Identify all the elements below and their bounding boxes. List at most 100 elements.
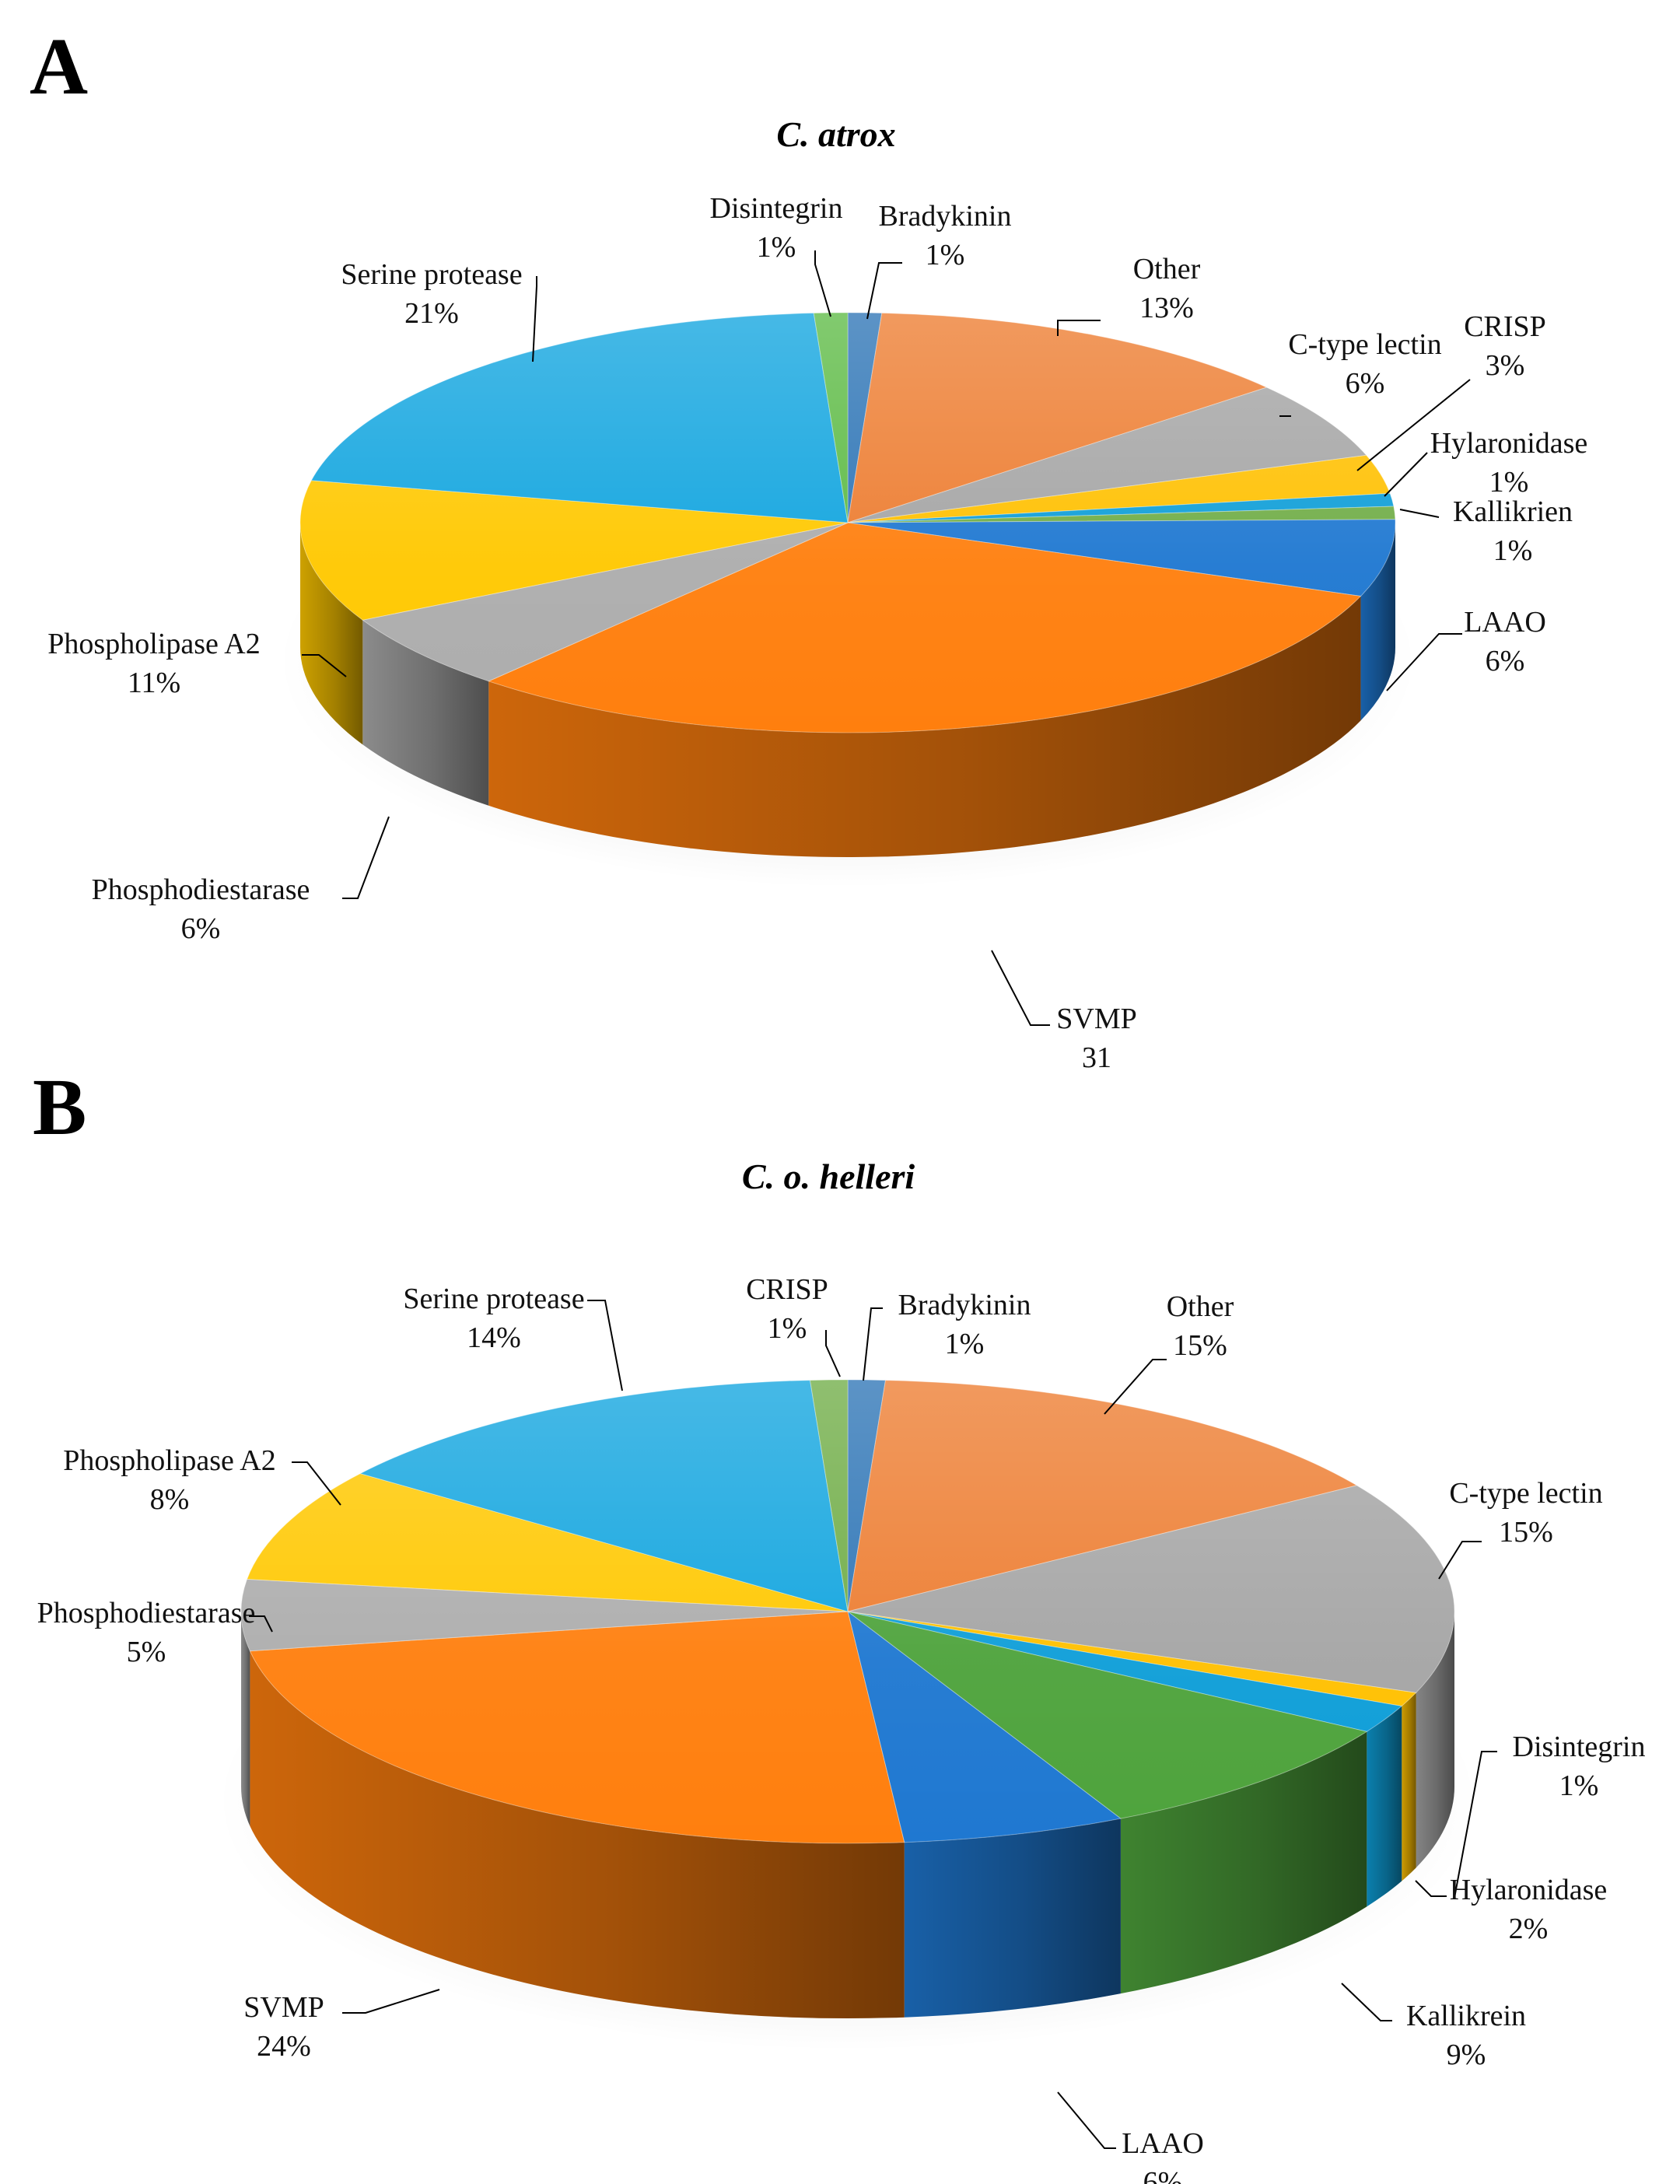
side-phospholipase-a2-shade <box>300 523 363 745</box>
leader-line-laao <box>1057 2091 1116 2149</box>
slice-label-other: Other <box>1133 253 1201 285</box>
slice-value-crisp: 1% <box>768 1312 807 1345</box>
slice-label-other: Other <box>1167 1290 1234 1323</box>
leader-line-hylaronidase <box>1415 1880 1447 1897</box>
side-phosphodiestarase-shade <box>362 620 489 806</box>
side-phosphodiestarase-shade <box>241 1612 250 1826</box>
slice-value-disintegrin: 1% <box>757 231 796 264</box>
slice-value-phospholipase-a2: 11% <box>128 667 180 699</box>
slice-label-svmp: SVMP <box>243 1991 324 2024</box>
slice-value-hylaronidase: 1% <box>1489 466 1529 499</box>
slice-value-c-type-lectin: 15% <box>1499 1516 1553 1549</box>
pie-side-walls <box>241 1612 1454 2019</box>
slice-value-svmp: 31 <box>1082 1041 1111 1074</box>
side-c-type-lectin-shade <box>1416 1612 1454 1868</box>
callout-phospholipase-a2: Phospholipase A2 11% <box>47 628 347 699</box>
slice-value-bradykinin: 1% <box>945 1328 985 1360</box>
slice-label-serine-protease: Serine protease <box>341 258 522 291</box>
callout-svmp: SVMP 24% <box>243 1989 440 2063</box>
slice-value-laao: 6% <box>1143 2166 1183 2184</box>
leader-line-serine-protease <box>587 1300 623 1391</box>
callout-crisp: CRISP 3% <box>1356 310 1546 471</box>
leader-line-hylaronidase <box>1384 452 1428 497</box>
slice-label-hylaronidase: Hylaronidase <box>1450 1874 1608 1906</box>
leader-line-kallikrien <box>1399 509 1440 518</box>
slice-value-phosphodiestarase: 6% <box>181 912 221 945</box>
slice-value-bradykinin: 1% <box>926 239 965 271</box>
slice-label-phospholipase-a2: Phospholipase A2 <box>63 1444 275 1477</box>
leader-line-phosphodiestarase <box>249 1615 273 1633</box>
side-disintegrin-shade <box>1402 1692 1416 1881</box>
leader-line-disintegrin <box>814 250 831 317</box>
slice-label-bradykinin: Bradykinin <box>879 200 1012 233</box>
slice-label-crisp: CRISP <box>1464 310 1546 343</box>
side-kallikrein-shade <box>1120 1731 1367 1994</box>
side-laao-shade <box>1360 523 1395 721</box>
callout-bradykinin: Bradykinin 1% <box>866 200 1012 320</box>
side-svmp-shade <box>250 1650 905 2019</box>
callout-crisp: CRISP 1% <box>746 1273 841 1377</box>
callout-hylaronidase: Hylaronidase 1% <box>1384 427 1587 499</box>
slice-label-kallikrien: Kallikrien <box>1453 495 1573 528</box>
slice-label-crisp: CRISP <box>746 1273 828 1306</box>
pie-top-shine <box>300 313 1395 733</box>
callout-laao: LAAO 6% <box>1057 2091 1204 2184</box>
leader-line-bradykinin <box>866 262 902 320</box>
callout-other: Other 15% <box>1104 1290 1234 1415</box>
side-laao-shade <box>904 1818 1121 2018</box>
callout-svmp: SVMP 31 <box>991 950 1137 1074</box>
slice-value-crisp: 3% <box>1486 349 1525 382</box>
leader-line-phospholipase-a2 <box>302 654 347 677</box>
slice-label-hylaronidase: Hylaronidase <box>1430 427 1588 460</box>
leader-line-svmp <box>342 1989 440 2014</box>
slice-label-laao: LAAO <box>1464 606 1546 639</box>
slice-label-phosphodiestarase: Phosphodiestarase <box>92 873 310 906</box>
slice-label-disintegrin: Disintegrin <box>710 192 843 225</box>
callout-kallikrien: Kallikrien 1% <box>1399 495 1573 567</box>
slice-label-c-type-lectin: C-type lectin <box>1288 328 1441 361</box>
pie-top-shine <box>241 1380 1454 1843</box>
pie-labels-b: Bradykinin 1% Other 15% C-type lectin 15% Disi… <box>37 1273 1646 2184</box>
slice-label-svmp: SVMP <box>1056 1003 1137 1035</box>
slice-value-laao: 6% <box>1486 645 1525 677</box>
leader-line-crisp <box>1356 379 1471 471</box>
leader-line-bradykinin <box>863 1307 883 1381</box>
side-hylaronidase-shade <box>1367 1706 1402 1907</box>
callout-phosphodiestarase: Phosphodiestarase 5% <box>37 1597 273 1668</box>
leader-line-kallikrein <box>1341 1983 1392 2021</box>
callout-c-type-lectin: C-type lectin 6% <box>1279 328 1442 417</box>
pie-top <box>240 1379 1455 1844</box>
callout-bradykinin: Bradykinin 1% <box>863 1289 1031 1381</box>
leader-line-phospholipase-a2 <box>292 1461 341 1506</box>
slice-label-disintegrin: Disintegrin <box>1513 1731 1646 1763</box>
leader-line-disintegrin <box>1454 1751 1497 1899</box>
slice-value-phospholipase-a2: 8% <box>150 1483 190 1516</box>
callout-disintegrin: Disintegrin 1% <box>1454 1731 1646 1899</box>
slice-label-bradykinin: Bradykinin <box>898 1289 1031 1321</box>
slice-value-c-type-lectin: 6% <box>1346 367 1385 400</box>
slice-value-serine-protease: 21% <box>404 297 459 330</box>
callout-disintegrin: Disintegrin 1% <box>710 192 843 317</box>
leader-line-crisp <box>825 1330 841 1377</box>
slice-label-kallikrein: Kallikrein <box>1406 2000 1526 2032</box>
slice-value-phosphodiestarase: 5% <box>127 1636 166 1668</box>
leader-line-laao <box>1386 633 1462 691</box>
callout-phosphodiestarase: Phosphodiestarase 6% <box>92 816 390 945</box>
slice-value-serine-protease: 14% <box>467 1321 521 1354</box>
callout-phospholipase-a2: Phospholipase A2 8% <box>63 1444 341 1516</box>
callout-c-type-lectin: C-type lectin 15% <box>1438 1477 1603 1580</box>
slice-label-phosphodiestarase: Phosphodiestarase <box>37 1597 256 1629</box>
slice-value-kallikrien: 1% <box>1493 534 1533 567</box>
leader-line-other <box>1057 320 1101 336</box>
leader-line-other <box>1104 1359 1167 1415</box>
leader-line-serine-protease <box>532 276 537 362</box>
slice-value-svmp: 24% <box>257 2030 311 2063</box>
pie-top <box>299 312 1396 733</box>
side-svmp-shade <box>488 596 1361 858</box>
callout-kallikrein: Kallikrein 9% <box>1341 1983 1526 2071</box>
callout-hylaronidase: Hylaronidase 2% <box>1415 1874 1608 1945</box>
leader-line-c-type-lectin <box>1438 1541 1482 1580</box>
slice-value-other: 13% <box>1139 292 1194 324</box>
